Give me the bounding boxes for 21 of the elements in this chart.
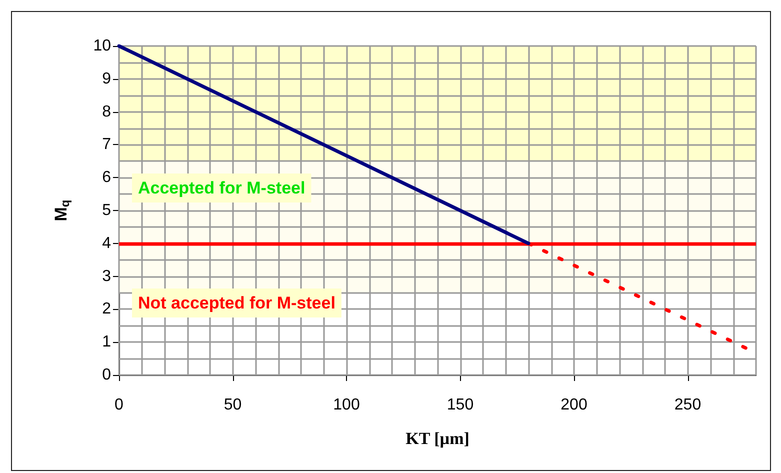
y-tick-label: 7 bbox=[102, 136, 112, 154]
x-tick-label: 0 bbox=[114, 396, 124, 414]
x-tick-label: 100 bbox=[333, 396, 360, 414]
x-tick-label: 200 bbox=[560, 396, 588, 414]
y-tick-label: 1 bbox=[102, 334, 112, 351]
annotation: Accepted for M-steel bbox=[138, 178, 306, 198]
y-tick-label: 0 bbox=[102, 366, 112, 384]
annotation: Not accepted for M-steel bbox=[138, 294, 336, 312]
y-tick-label: 6 bbox=[102, 169, 112, 186]
y-tick-label: 3 bbox=[102, 268, 112, 285]
x-tick-label: 150 bbox=[446, 396, 474, 414]
x-axis-title: KT [µm] bbox=[406, 429, 470, 448]
y-tick-label: 8 bbox=[102, 103, 112, 120]
y-tick-label: 9 bbox=[102, 70, 112, 88]
y-tick-label: 10 bbox=[93, 38, 112, 54]
y-tick-label: 4 bbox=[102, 234, 112, 252]
y-tick-label: 5 bbox=[102, 202, 112, 219]
y-axis-title: Mq bbox=[52, 200, 72, 222]
y-tick-label: 2 bbox=[102, 300, 112, 318]
x-tick-label: 250 bbox=[674, 396, 702, 414]
x-tick-label: 50 bbox=[224, 396, 242, 414]
